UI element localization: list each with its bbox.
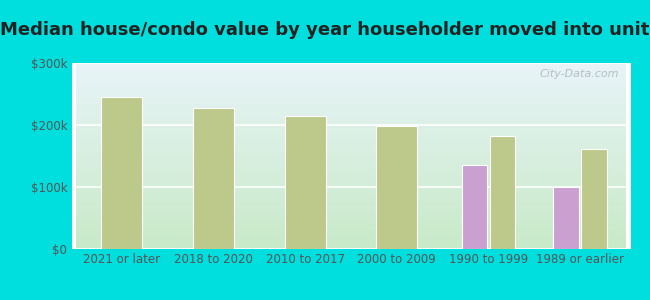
Bar [581, 148, 607, 249]
Bar [193, 108, 234, 249]
Bar [489, 136, 515, 249]
Bar [101, 97, 142, 249]
Bar [376, 126, 417, 249]
Text: City-Data.com: City-Data.com [540, 69, 619, 79]
Legend: Loreauville, Louisiana: Loreauville, Louisiana [246, 296, 456, 300]
Bar [285, 116, 326, 249]
Bar [462, 165, 488, 249]
Text: Median house/condo value by year householder moved into unit: Median house/condo value by year househo… [0, 21, 650, 39]
Bar [553, 187, 578, 249]
